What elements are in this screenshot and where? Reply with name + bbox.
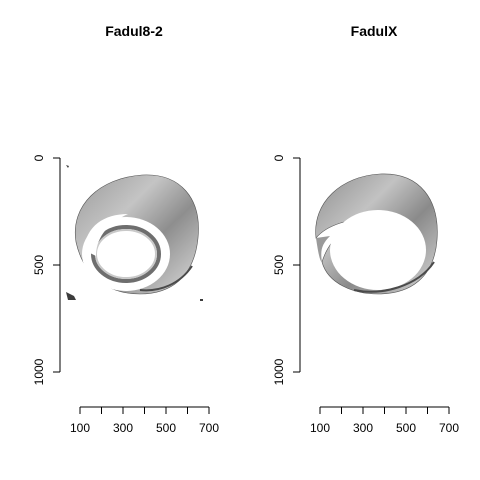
x-tick-label: 100 [310, 421, 330, 435]
y-tick-label: 0 [272, 154, 286, 161]
crescent-lower-rim [353, 261, 435, 293]
x-tick-label: 500 [396, 421, 416, 435]
panel-title: Fadul8-2 [105, 23, 163, 39]
inner-hole [330, 210, 426, 290]
y-tick-label: 0 [32, 154, 46, 161]
y-axis: 0 500 1000 [32, 154, 61, 385]
x-tick-label: 300 [113, 421, 133, 435]
inner-gap [84, 214, 128, 256]
panel-right: FadulX 0 500 1000 100 300 500 700 [272, 23, 459, 435]
fragment-top-left [66, 165, 69, 168]
x-tick-label: 700 [439, 421, 459, 435]
fragment-right [200, 299, 203, 301]
y-axis: 0 500 1000 [272, 154, 301, 385]
image-raster [315, 173, 438, 295]
y-tick-label: 500 [272, 255, 286, 275]
y-tick-label: 1000 [32, 358, 46, 385]
image-raster [66, 165, 203, 301]
y-tick-label: 1000 [272, 358, 286, 385]
crescent-tail [316, 236, 330, 262]
x-tick-label: 500 [156, 421, 176, 435]
y-tick-label: 500 [32, 255, 46, 275]
panel-title: FadulX [351, 23, 398, 39]
x-tick-label: 100 [70, 421, 90, 435]
x-tick-label: 700 [199, 421, 219, 435]
panel-left: Fadul8-2 0 500 1000 100 300 500 700 [32, 23, 219, 435]
x-axis: 100 300 500 700 [70, 406, 219, 435]
x-tick-label: 300 [353, 421, 373, 435]
crescent-lower-rim [139, 265, 193, 292]
x-axis: 100 300 500 700 [310, 406, 459, 435]
fragment-bottom-left [66, 292, 76, 300]
